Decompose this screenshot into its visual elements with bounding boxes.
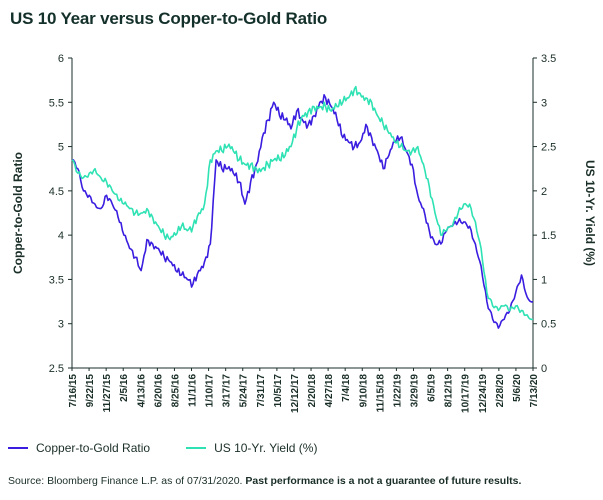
left-tick-label: 3.5 [49, 274, 64, 286]
x-tick-label: 4/27/18 [324, 374, 335, 408]
x-tick-label: 3/17/17 [222, 374, 233, 408]
right-tick-label: 0 [541, 363, 547, 375]
left-tick-label: 5 [58, 142, 64, 154]
x-tick-label: 12/12/17 [290, 374, 301, 413]
right-axis-title: US 10-Yr. Yield (%) [583, 160, 597, 266]
left-tick-label: 4.5 [49, 186, 64, 198]
right-tick-label: 1.5 [541, 230, 556, 242]
x-tick-label: 7/16/15 [68, 374, 79, 408]
x-tick-label: 5/24/17 [239, 374, 250, 408]
x-tick-label: 6/5/19 [427, 374, 438, 402]
x-tick-label: 7/13/20 [529, 374, 540, 408]
x-tick-label: 1/10/17 [205, 374, 216, 408]
left-tick-label: 3 [58, 319, 64, 331]
x-tick-label: 1/22/19 [392, 374, 403, 408]
legend-label-copper: Copper-to-Gold Ratio [36, 441, 151, 455]
x-tick-label: 2/28/20 [495, 374, 506, 408]
axes: 2.5 3 3.5 4 4.5 5 5.5 6 0 0.5 1 1.5 2 2.5 3 3.5 Copper-t… [11, 53, 597, 413]
x-tick-label: 9/10/18 [358, 374, 369, 408]
legend-swatch-yield [186, 447, 207, 449]
chart: 2.5 3 3.5 4 4.5 5 5.5 6 0 0.5 1 1.5 2 2.5 3 3.5 Copper-t… [11, 53, 597, 413]
legend: Copper-to-Gold Ratio US 10-Yr. Yield (%) [8, 441, 353, 455]
legend-item-yield: US 10-Yr. Yield (%) [186, 441, 317, 455]
legend-label-yield: US 10-Yr. Yield (%) [214, 441, 318, 455]
left-tick-label: 4 [58, 230, 64, 242]
x-tick-label: 2/20/18 [307, 374, 318, 408]
x-tick-label: 11/27/15 [102, 374, 113, 413]
right-tick-label: 2 [541, 186, 547, 198]
left-tick-label: 6 [58, 53, 64, 65]
left-tick-label: 2.5 [49, 363, 64, 375]
series-line-copper-to-gold [72, 94, 534, 329]
source-text: Source: Bloomberg Finance L.P. as of 07/… [8, 475, 243, 487]
x-tick-label: 3/29/19 [409, 374, 420, 408]
left-axis-title: Copper-to-Gold Ratio [11, 152, 25, 274]
x-tick-label: 6/20/16 [153, 374, 164, 408]
right-tick-label: 2.5 [541, 142, 556, 154]
x-tick-label: 7/4/18 [341, 374, 352, 402]
right-tick-label: 3 [541, 97, 547, 109]
x-tick-label: 11/15/18 [375, 374, 386, 413]
disclaimer-text: Past performance is a not a guarantee of… [245, 475, 522, 487]
left-tick-label: 5.5 [49, 97, 64, 109]
series-line-us10y-yield [71, 85, 534, 321]
x-tick-label: 4/13/16 [136, 374, 147, 408]
x-tick-label: 10/5/17 [273, 374, 284, 408]
right-tick-label: 0.5 [541, 319, 556, 331]
right-tick-label: 1 [541, 274, 547, 286]
legend-item-copper: Copper-to-Gold Ratio [8, 441, 150, 455]
x-tick-label: 8/12/19 [444, 374, 455, 408]
legend-swatch-copper [8, 447, 28, 449]
x-tick-label: 5/6/20 [512, 374, 523, 402]
x-tick-label: 7/31/17 [256, 374, 267, 408]
x-tick-label: 2/5/16 [119, 374, 130, 402]
x-tick-label: 10/17/19 [461, 374, 472, 413]
x-tick-label: 8/25/16 [170, 374, 181, 408]
chart-title: US 10 Year versus Copper-to-Gold Ratio [10, 9, 328, 28]
source-note: Source: Bloomberg Finance L.P. as of 07/… [8, 475, 521, 487]
x-tick-label: 12/24/19 [478, 374, 489, 413]
right-tick-label: 3.5 [541, 53, 556, 65]
series-lines [71, 85, 534, 329]
x-tick-label: 9/22/15 [85, 374, 96, 408]
x-tick-label: 11/1/16 [188, 374, 199, 407]
